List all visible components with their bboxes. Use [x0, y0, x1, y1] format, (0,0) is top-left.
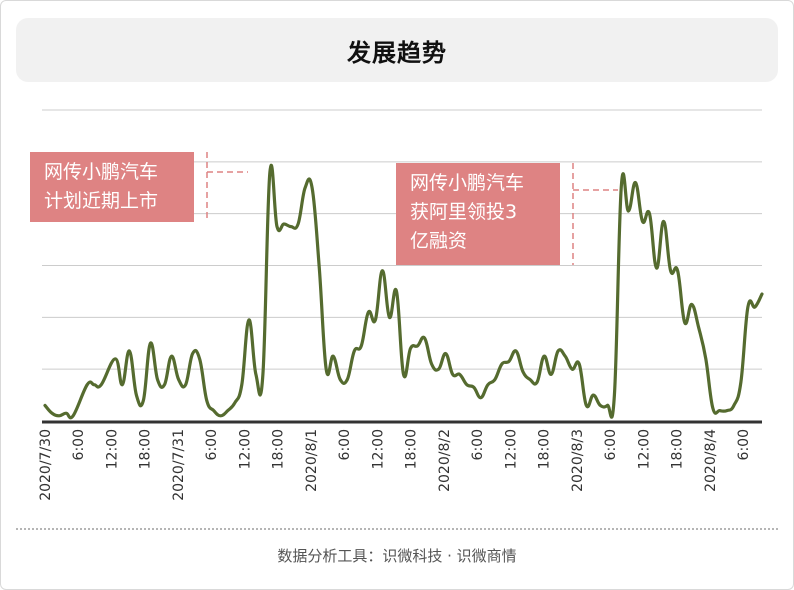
x-tick-label: 12:00: [237, 429, 253, 469]
x-tick-label: 12:00: [370, 429, 386, 469]
annotation-line: 网传小鹏汽车: [410, 172, 525, 194]
annotation-line: 网传小鹏汽车: [44, 161, 159, 183]
x-tick-label: 12:00: [636, 429, 652, 469]
x-tick-label: 2020/8/4: [703, 429, 719, 492]
annotation-line: 获阿里领投3: [410, 201, 518, 223]
x-tick-label: 18:00: [138, 429, 154, 469]
x-tick-label: 18:00: [670, 429, 686, 469]
footer-divider: [16, 528, 778, 530]
x-tick-label: 6:00: [736, 429, 752, 460]
x-tick-label: 12:00: [104, 429, 120, 469]
x-tick-label: 2020/7/30: [38, 429, 54, 501]
x-tick-label: 18:00: [537, 429, 553, 469]
x-tick-label: 6:00: [71, 429, 87, 460]
annotation-alibaba-funding: 网传小鹏汽车 获阿里领投3 亿融资: [396, 163, 560, 265]
x-tick-label: 6:00: [470, 429, 486, 460]
annotation-line: 亿融资: [410, 230, 468, 252]
x-tick-label: 6:00: [603, 429, 619, 460]
x-tick-label: 18:00: [404, 429, 420, 469]
x-tick-label: 2020/7/31: [171, 429, 187, 501]
footer-source: 数据分析工具：识微科技 · 识微商情: [277, 547, 517, 565]
x-tick-label: 12:00: [503, 429, 519, 469]
x-tick-label: 6:00: [337, 429, 353, 460]
x-tick-label: 2020/8/2: [437, 429, 453, 492]
x-tick-label: 18:00: [271, 429, 287, 469]
x-tick-label: 6:00: [204, 429, 220, 460]
x-tick-label: 2020/8/3: [570, 429, 586, 492]
annotation-line: 计划近期上市: [44, 190, 159, 212]
trend-chart: 2020/7/30 6:00 12:00 18:00 2020/7/31 6:00 12:0…: [38, 109, 764, 501]
annotation-ipo-rumor: 网传小鹏汽车 计划近期上市: [30, 152, 194, 222]
x-tick-label: 2020/8/1: [304, 429, 320, 492]
series-line: [43, 163, 764, 420]
chart-title: 发展趋势: [347, 38, 447, 67]
title-bar: 发展趋势: [16, 18, 778, 82]
